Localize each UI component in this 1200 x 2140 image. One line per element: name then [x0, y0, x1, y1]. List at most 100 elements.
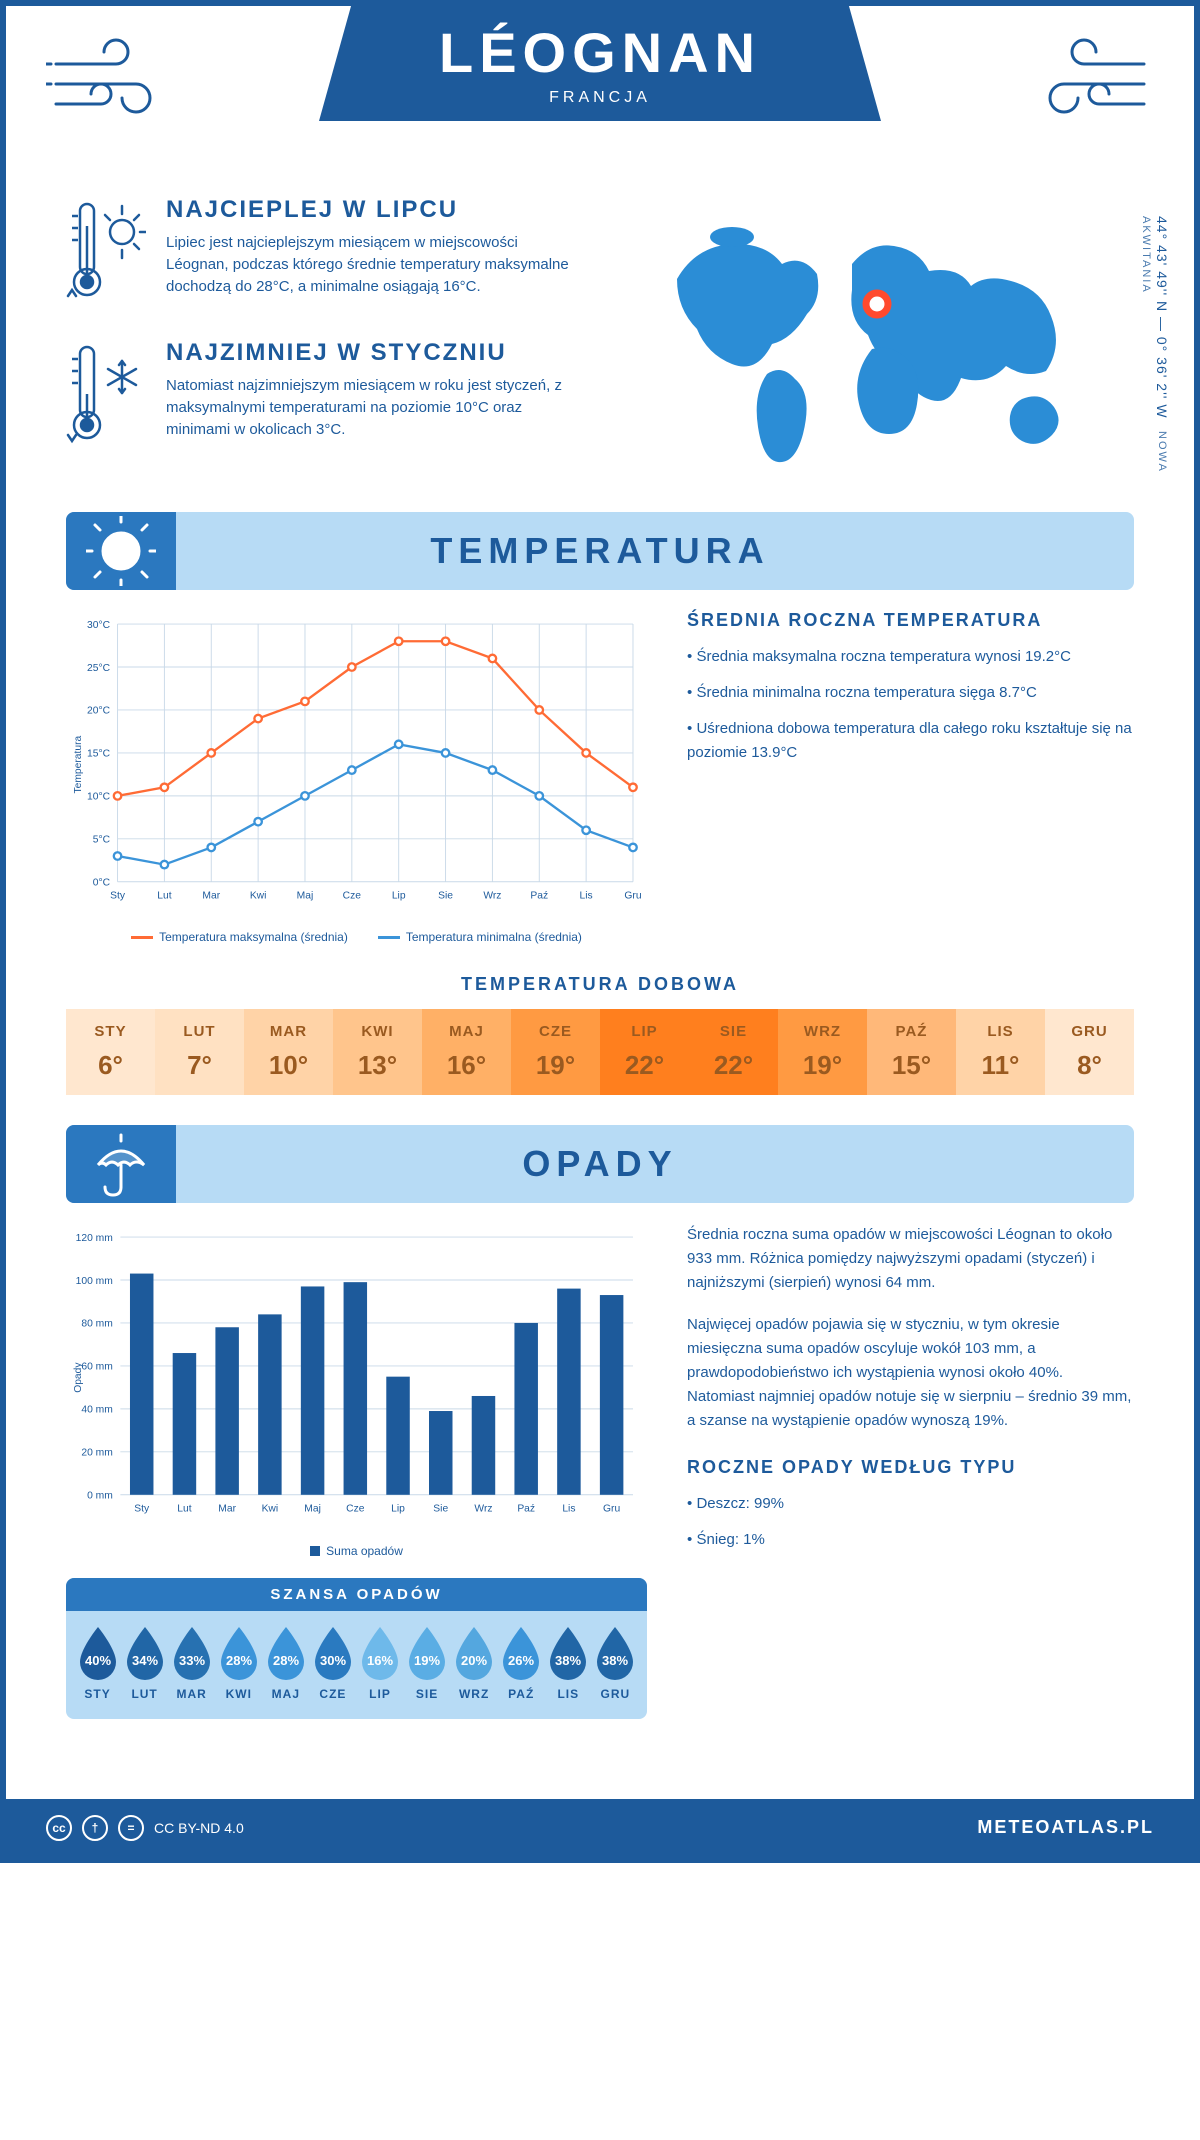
- svg-text:30°C: 30°C: [87, 620, 111, 631]
- svg-text:Paź: Paź: [530, 891, 548, 902]
- svg-text:0°C: 0°C: [93, 878, 111, 889]
- section-title: OPADY: [66, 1143, 1134, 1185]
- svg-text:Gru: Gru: [603, 1504, 620, 1515]
- svg-text:Sty: Sty: [134, 1504, 150, 1515]
- svg-text:120 mm: 120 mm: [76, 1233, 113, 1244]
- svg-text:Kwi: Kwi: [262, 1504, 279, 1515]
- section-temperatura: TEMPERATURA: [66, 512, 1134, 590]
- avg-temp-title: ŚREDNIA ROCZNA TEMPERATURA: [687, 610, 1134, 631]
- svg-text:Sie: Sie: [433, 1504, 448, 1515]
- fact-hot-text: Lipiec jest najcieplejszym miesiącem w m…: [166, 232, 580, 297]
- svg-text:20%: 20%: [461, 1653, 487, 1668]
- country-name: FRANCJA: [439, 89, 761, 107]
- list-item: Śnieg: 1%: [687, 1528, 1134, 1552]
- svg-text:Cze: Cze: [346, 1504, 365, 1515]
- section-title: TEMPERATURA: [66, 530, 1134, 572]
- svg-text:15°C: 15°C: [87, 749, 111, 760]
- list-item: Deszcz: 99%: [687, 1492, 1134, 1516]
- svg-text:Sty: Sty: [110, 891, 126, 902]
- svg-text:40%: 40%: [85, 1653, 111, 1668]
- svg-text:Wrz: Wrz: [474, 1504, 492, 1515]
- svg-text:Lut: Lut: [177, 1504, 191, 1515]
- svg-text:Mar: Mar: [218, 1504, 236, 1515]
- svg-text:20°C: 20°C: [87, 706, 111, 717]
- rain-chance-drop: 26%PAŹ: [498, 1625, 544, 1701]
- svg-text:60 mm: 60 mm: [81, 1362, 112, 1373]
- fact-hot-title: NAJCIEPLEJ W LIPCU: [166, 196, 580, 224]
- daily-temp-cell: STY6°: [66, 1009, 155, 1095]
- rain-chance-drop: 40%STY: [75, 1625, 121, 1701]
- svg-text:Kwi: Kwi: [250, 891, 267, 902]
- svg-text:38%: 38%: [602, 1653, 628, 1668]
- list-item: Uśredniona dobowa temperatura dla całego…: [687, 717, 1134, 765]
- svg-text:16%: 16%: [367, 1653, 393, 1668]
- thermometer-snow-icon: [66, 339, 146, 454]
- svg-text:Sie: Sie: [438, 891, 453, 902]
- by-icon: †: [82, 1815, 108, 1841]
- daily-temp-cell: PAŹ15°: [867, 1009, 956, 1095]
- svg-text:10°C: 10°C: [87, 792, 111, 803]
- brand: METEOATLAS.PL: [977, 1817, 1154, 1838]
- svg-text:Gru: Gru: [624, 891, 641, 902]
- svg-text:25°C: 25°C: [87, 663, 111, 674]
- rain-chance-drop: 38%LIS: [545, 1625, 591, 1701]
- svg-text:Lip: Lip: [392, 891, 406, 902]
- cc-icon: cc: [46, 1815, 72, 1841]
- svg-text:34%: 34%: [132, 1653, 158, 1668]
- svg-text:Temperatura: Temperatura: [73, 735, 84, 793]
- svg-text:Lis: Lis: [580, 891, 593, 902]
- svg-text:30%: 30%: [320, 1653, 346, 1668]
- daily-temp-cell: LIS11°: [956, 1009, 1045, 1095]
- svg-text:100 mm: 100 mm: [76, 1276, 113, 1287]
- svg-text:Cze: Cze: [343, 891, 362, 902]
- daily-temp-cell: MAR10°: [244, 1009, 333, 1095]
- svg-text:Paź: Paź: [517, 1504, 535, 1515]
- svg-text:Wrz: Wrz: [483, 891, 501, 902]
- daily-temp-title: TEMPERATURA DOBOWA: [66, 974, 1134, 995]
- svg-text:Opady: Opady: [73, 1362, 84, 1393]
- license: cc † = CC BY-ND 4.0: [46, 1815, 244, 1841]
- umbrella-icon: [66, 1125, 176, 1203]
- precip-chart: 0 mm20 mm40 mm60 mm80 mm100 mm120 mmOpad…: [66, 1223, 647, 1718]
- nd-icon: =: [118, 1815, 144, 1841]
- rain-chance-drop: 34%LUT: [122, 1625, 168, 1701]
- svg-text:Lut: Lut: [157, 891, 171, 902]
- daily-temp-cell: KWI13°: [333, 1009, 422, 1095]
- daily-temp-cell: GRU8°: [1045, 1009, 1134, 1095]
- svg-text:Mar: Mar: [202, 891, 220, 902]
- daily-temp-cell: LIP22°: [600, 1009, 689, 1095]
- fact-hot: NAJCIEPLEJ W LIPCU Lipiec jest najcieple…: [66, 196, 580, 311]
- sun-icon: [66, 512, 176, 590]
- rain-chance-drop: 28%MAJ: [263, 1625, 309, 1701]
- city-name: LÉOGNAN: [439, 20, 761, 85]
- daily-temp-cell: MAJ16°: [422, 1009, 511, 1095]
- svg-text:28%: 28%: [273, 1653, 299, 1668]
- header: LÉOGNAN FRANCJA: [6, 6, 1194, 186]
- daily-temp-cell: SIE22°: [689, 1009, 778, 1095]
- thermometer-sun-icon: [66, 196, 146, 311]
- fact-cold: NAJZIMNIEJ W STYCZNIU Natomiast najzimni…: [66, 339, 580, 454]
- rain-chance-drop: 33%MAR: [169, 1625, 215, 1701]
- rain-chance-drop: 19%SIE: [404, 1625, 450, 1701]
- rain-chance-drop: 20%WRZ: [451, 1625, 497, 1701]
- svg-text:38%: 38%: [555, 1653, 581, 1668]
- svg-text:19%: 19%: [414, 1653, 440, 1668]
- svg-text:0 mm: 0 mm: [87, 1491, 113, 1502]
- coordinates: 44° 43' 49'' N — 0° 36' 2'' W NOWA AKWIT…: [1138, 216, 1170, 482]
- rain-chance-box: SZANSA OPADÓW 40%STY34%LUT33%MAR28%KWI28…: [66, 1578, 647, 1719]
- wind-icon: [46, 34, 166, 129]
- svg-text:5°C: 5°C: [93, 835, 111, 846]
- daily-temp-cell: LUT7°: [155, 1009, 244, 1095]
- daily-temp-table: STY6°LUT7°MAR10°KWI13°MAJ16°CZE19°LIP22°…: [66, 1009, 1134, 1095]
- precip-type-list: Deszcz: 99% Śnieg: 1%: [687, 1492, 1134, 1552]
- svg-text:80 mm: 80 mm: [81, 1319, 112, 1330]
- rain-chance-drop: 38%GRU: [592, 1625, 638, 1701]
- rain-chance-drop: 30%CZE: [310, 1625, 356, 1701]
- svg-text:Lip: Lip: [391, 1504, 405, 1515]
- svg-text:Lis: Lis: [562, 1504, 575, 1515]
- svg-text:28%: 28%: [226, 1653, 252, 1668]
- daily-temp-cell: WRZ19°: [778, 1009, 867, 1095]
- svg-text:26%: 26%: [508, 1653, 534, 1668]
- rain-chance-drop: 16%LIP: [357, 1625, 403, 1701]
- title-ribbon: LÉOGNAN FRANCJA: [319, 0, 881, 121]
